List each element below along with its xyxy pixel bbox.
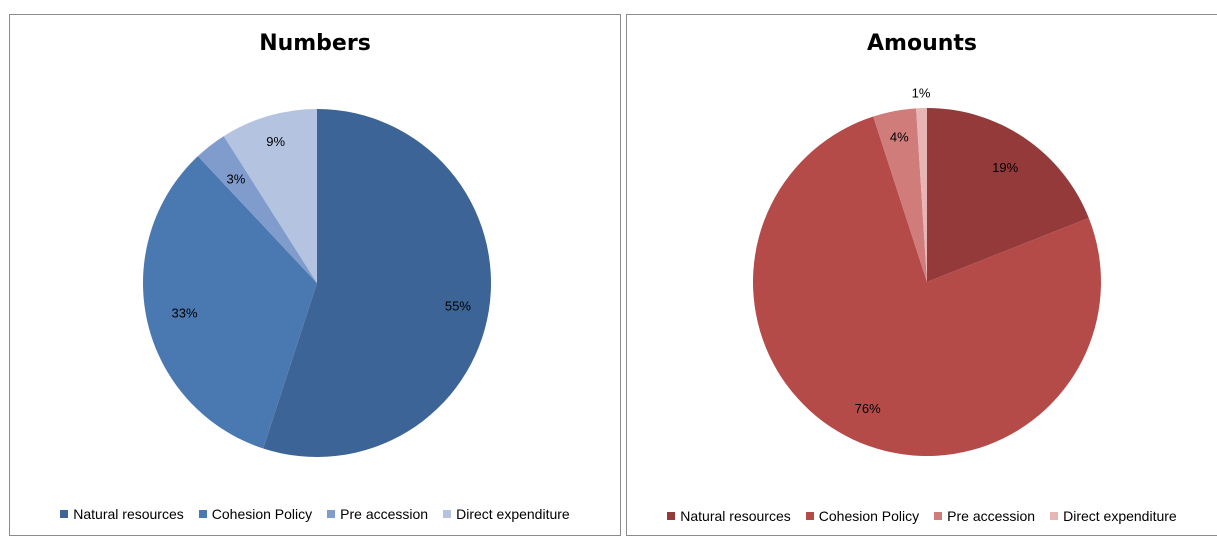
legend-label: Cohesion Policy: [211, 506, 313, 522]
legend-item-pre-accession: Pre accession: [327, 506, 428, 522]
pie-slice-cohesion-policy: [143, 156, 317, 449]
pie-chart-numbers: 55% 33% 3% 9%: [143, 109, 492, 457]
chart-title: Numbers: [259, 31, 371, 56]
legend-item-natural-resources: Natural resources: [60, 506, 184, 522]
legend-label: Direct expenditure: [1063, 508, 1177, 524]
legend-label: Natural resources: [73, 506, 184, 522]
pie-slice-direct-expenditure: [916, 107, 927, 282]
data-label-cohesion-policy: 33%: [171, 306, 197, 321]
legend-item-cohesion-policy: Cohesion Policy: [805, 508, 920, 524]
legend-label: Pre accession: [340, 506, 429, 522]
chart-panel-amounts: Amounts 19% 76% 4% 1% Natural resources Coh…: [626, 14, 1217, 536]
legend-item-direct-expenditure: Direct expenditure: [1050, 508, 1177, 524]
pie-slice-pre-accession: [873, 108, 927, 282]
chart-legend: Natural resources Cohesion Policy Pre ac…: [627, 508, 1217, 524]
legend-swatch: [1050, 512, 1059, 520]
legend-item-cohesion-policy: Cohesion Policy: [198, 506, 313, 522]
legend-item-pre-accession: Pre accession: [934, 508, 1035, 524]
legend-label: Cohesion Policy: [818, 508, 920, 524]
data-label-pre-accession: 3%: [227, 172, 246, 187]
legend-label: Direct expenditure: [456, 506, 570, 522]
legend-swatch: [805, 512, 814, 520]
legend-swatch: [327, 510, 336, 518]
pie-slice-natural-resources: [927, 108, 1089, 282]
pie-slice-direct-expenditure: [223, 109, 317, 283]
legend-item-natural-resources: Natural resources: [667, 508, 791, 524]
legend-swatch: [667, 512, 676, 520]
legend-label: Natural resources: [680, 508, 791, 524]
data-label-natural-resources: 55%: [445, 298, 471, 313]
data-label-pre-accession: 4%: [890, 130, 909, 145]
pie-slice-cohesion-policy: [752, 116, 1101, 457]
chart-legend: Natural resources Cohesion Policy Pre ac…: [10, 506, 620, 522]
data-label-natural-resources: 19%: [992, 160, 1018, 175]
legend-label: Pre accession: [947, 508, 1036, 524]
data-label-cohesion-policy: 76%: [855, 401, 881, 416]
legend-swatch: [443, 510, 452, 518]
pie-chart-amounts: 19% 76% 4% 1%: [752, 85, 1101, 457]
legend-item-direct-expenditure: Direct expenditure: [443, 506, 570, 522]
chart-title: Amounts: [867, 31, 977, 56]
legend-swatch: [60, 510, 69, 518]
pie-slice-pre-accession: [197, 136, 317, 283]
data-label-direct-expenditure: 1%: [912, 85, 931, 100]
legend-swatch: [198, 510, 207, 518]
data-label-direct-expenditure: 9%: [266, 134, 285, 149]
pie-slice-natural-resources: [263, 109, 492, 457]
chart-panel-numbers: Numbers 55% 33% 3% 9% Natural resources Coh…: [9, 14, 621, 536]
legend-swatch: [934, 512, 943, 520]
